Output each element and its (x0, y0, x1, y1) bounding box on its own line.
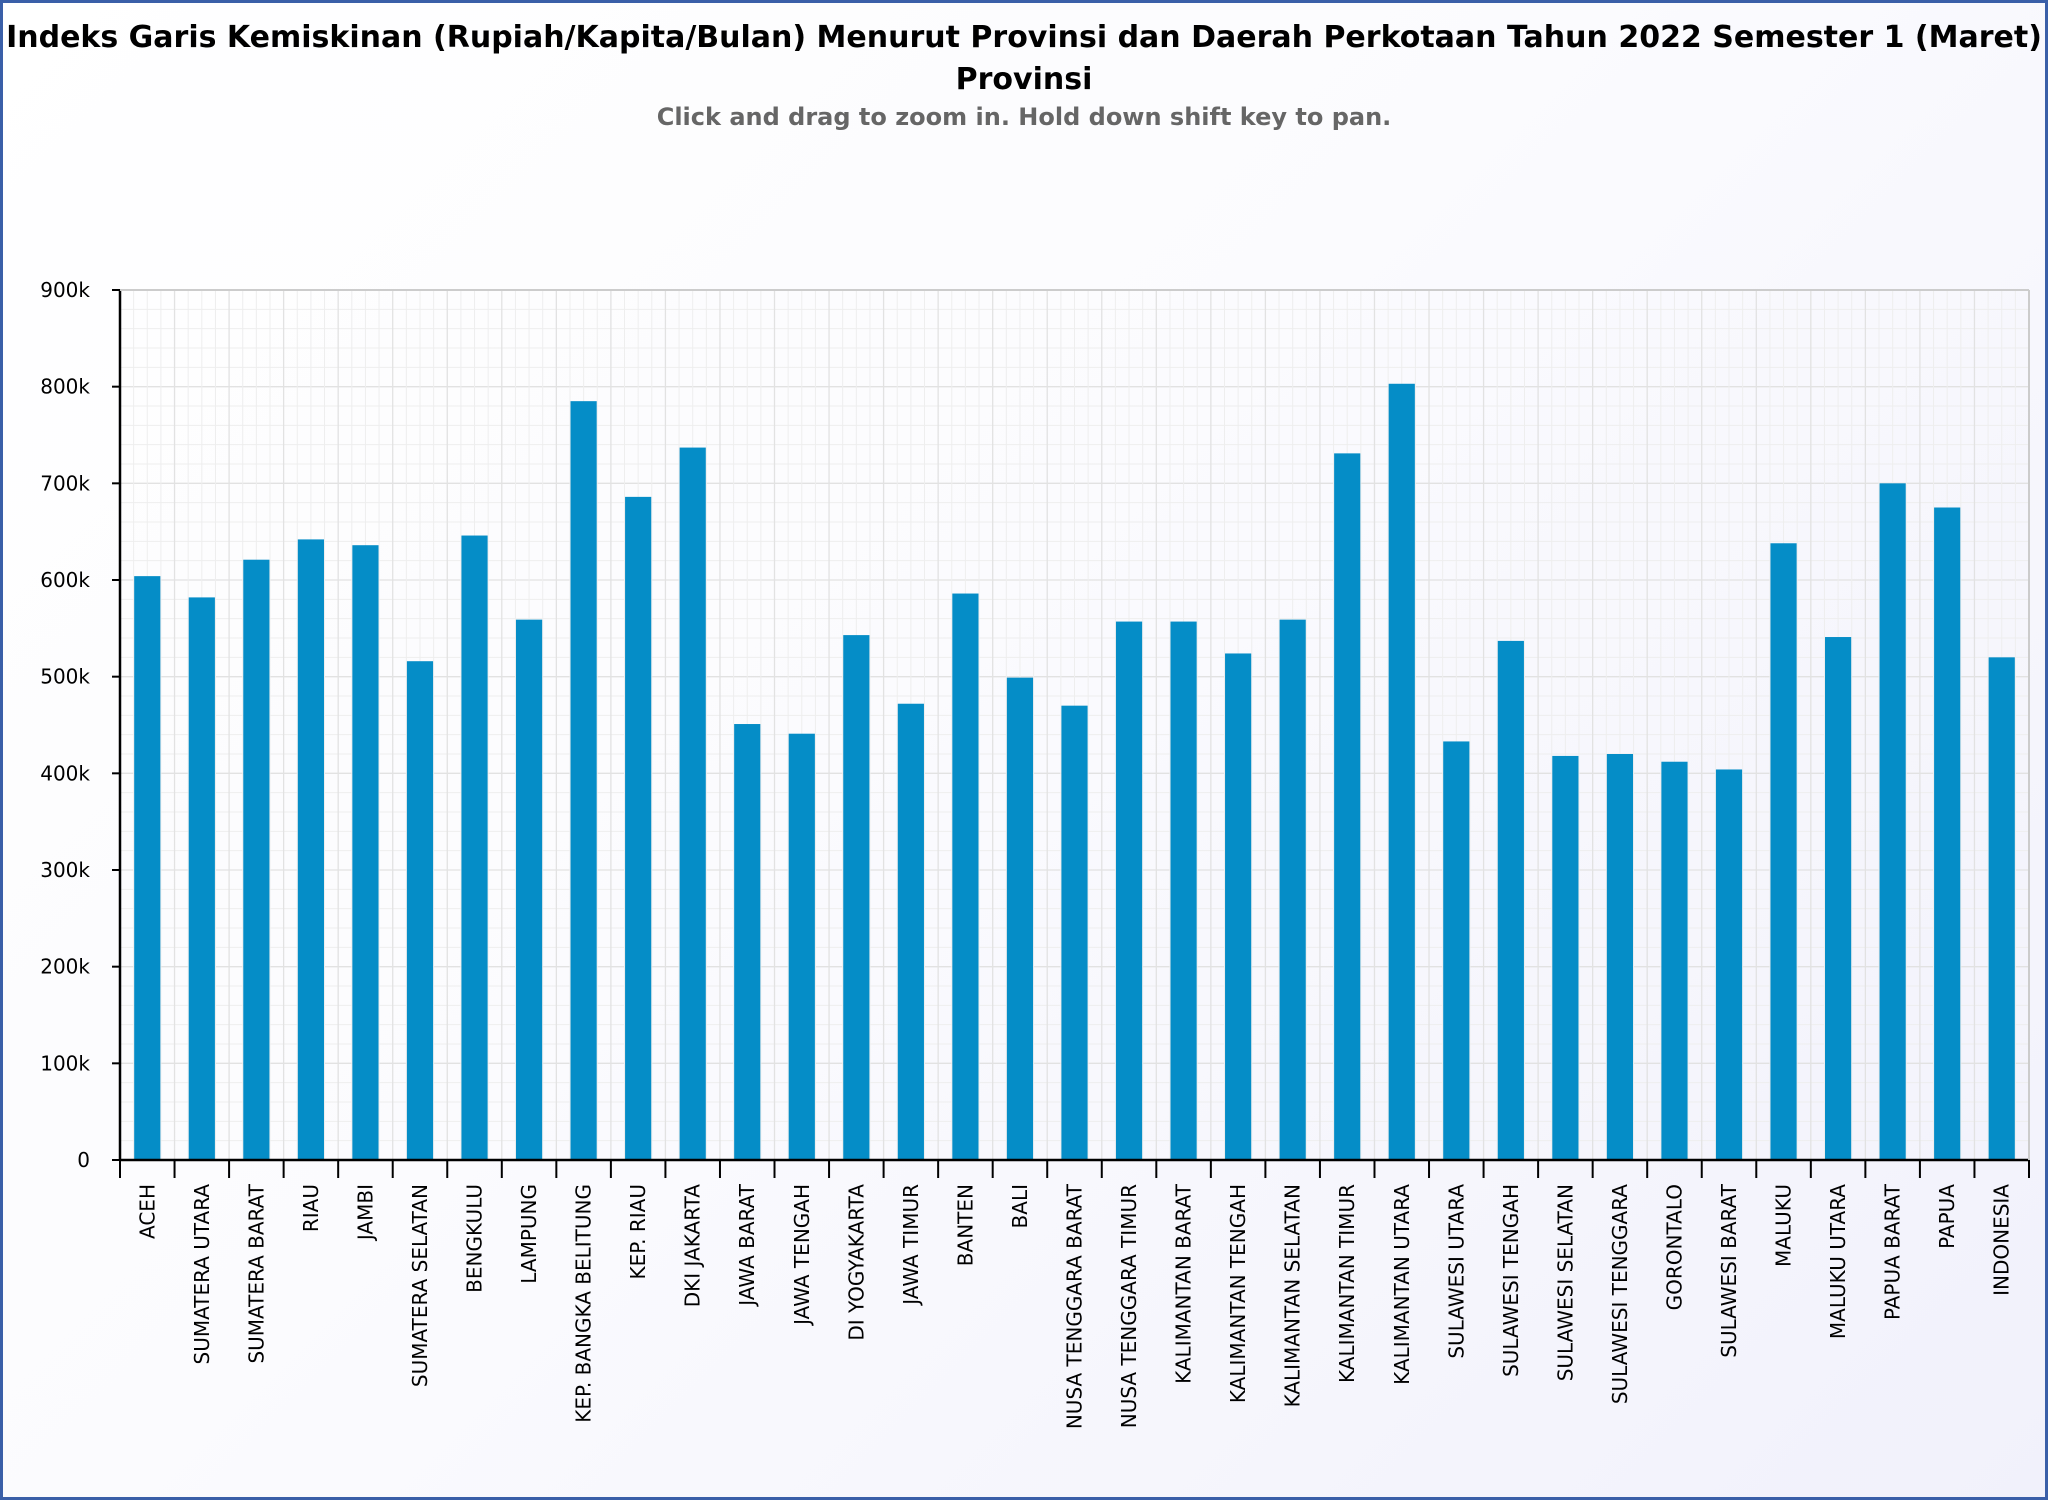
y-tick-label: 500k (40, 665, 90, 689)
x-tick-label: KALIMANTAN TIMUR (1335, 1184, 1359, 1383)
x-tick-label: PAPUA BARAT (1881, 1183, 1905, 1320)
x-tick-label: MALUKU UTARA (1826, 1184, 1850, 1339)
bar-indonesia[interactable] (1988, 657, 2015, 1160)
y-tick-label: 300k (40, 858, 90, 882)
bar-jawa-timur[interactable] (897, 703, 924, 1160)
x-tick-label: BENGKULU (463, 1184, 487, 1293)
x-tick-label: KALIMANTAN TENGAH (1226, 1184, 1250, 1403)
x-tick-label: JAWA TIMUR (899, 1184, 923, 1307)
bar-sumatera-selatan[interactable] (406, 661, 434, 1160)
bar-kalimantan-barat[interactable] (1170, 621, 1197, 1160)
x-tick-label: SUMATERA BARAT (244, 1183, 268, 1363)
x-tick-label: JAMBI (353, 1184, 377, 1242)
x-tick-label: JAWA TENGAH (790, 1184, 814, 1327)
x-tick-label: SULAWESI BARAT (1717, 1183, 1741, 1358)
bar-maluku[interactable] (1770, 543, 1797, 1160)
x-tick-label: KALIMANTAN BARAT (1172, 1183, 1196, 1384)
y-tick-label: 400k (40, 761, 90, 785)
x-tick-label: ACEH (135, 1184, 159, 1239)
axes (112, 289, 2030, 1178)
bar-riau[interactable] (297, 539, 324, 1160)
bar-sumatera-barat[interactable] (243, 559, 270, 1160)
bar-di-yogyakarta[interactable] (843, 635, 870, 1160)
y-tick-label: 600k (40, 568, 90, 592)
chart-title: Indeks Garis Kemiskinan (Rupiah/Kapita/B… (6, 20, 2042, 55)
x-tick-label: LAMPUNG (517, 1184, 541, 1284)
bar-kep-bangka-belitung[interactable] (570, 401, 597, 1161)
x-tick-label: NUSA TENGGARA BARAT (1063, 1183, 1087, 1429)
chart-title-line-2: Provinsi (955, 62, 1093, 97)
y-tick-label: 100k (40, 1051, 90, 1075)
bar-maluku-utara[interactable] (1825, 637, 1852, 1160)
y-tick-label: 700k (40, 471, 90, 495)
bar-sulawesi-barat[interactable] (1715, 769, 1743, 1160)
x-tick-label: DKI JAKARTA (681, 1184, 705, 1308)
x-tick-label: PAPUA (1935, 1184, 1959, 1249)
x-tick-label: SULAWESI TENGAH (1499, 1184, 1523, 1377)
bar-kalimantan-selatan[interactable] (1279, 619, 1306, 1160)
bar-jambi[interactable] (352, 545, 379, 1160)
bar-bali[interactable] (1006, 677, 1034, 1160)
y-tick-label: 0 (77, 1148, 90, 1172)
bar-papua[interactable] (1934, 507, 1961, 1161)
x-tick-label: RIAU (299, 1184, 323, 1232)
bar-sulawesi-selatan[interactable] (1552, 755, 1579, 1160)
bars (134, 383, 2015, 1161)
bar-dki-jakarta[interactable] (679, 447, 706, 1161)
x-tick-label: KEP. BANGKA BELITUNG (572, 1184, 596, 1423)
x-tick-label: NUSA TENGGARA TIMUR (1117, 1184, 1141, 1428)
bar-kalimantan-tengah[interactable] (1225, 653, 1252, 1160)
x-tick-label: KEP. RIAU (626, 1184, 650, 1280)
bar-jawa-tengah[interactable] (788, 733, 815, 1160)
bar-jawa-barat[interactable] (734, 724, 761, 1160)
bar-gorontalo[interactable] (1661, 761, 1688, 1160)
bar-chart[interactable]: 0 100k 200k 300k 400k 500k 600k 700k 800k 900k AC… (3, 3, 2045, 1497)
chart-subtitle: Click and drag to zoom in. Hold down shi… (656, 103, 1392, 131)
chart-title-block: Indeks Garis Kemiskinan (Rupiah/Kapita/B… (3, 17, 2045, 131)
x-tick-label: JAWA BARAT (735, 1183, 759, 1307)
y-axis-tick-labels: 0 100k 200k 300k 400k 500k 600k 700k 800k 900k (40, 278, 90, 1172)
x-tick-label: GORONTALO (1662, 1184, 1686, 1310)
x-tick-label: KALIMANTAN SELATAN (1281, 1184, 1305, 1407)
x-tick-label: INDONESIA (1990, 1184, 2014, 1296)
bar-sulawesi-utara[interactable] (1443, 741, 1470, 1160)
bar-lampung[interactable] (515, 619, 543, 1160)
bar-papua-barat[interactable] (1879, 483, 1906, 1160)
x-tick-label: SULAWESI UTARA (1444, 1184, 1468, 1359)
bar-nusa-tenggara-barat[interactable] (1061, 705, 1088, 1160)
bar-sulawesi-tenggara[interactable] (1606, 754, 1634, 1160)
x-tick-label: SUMATERA SELATAN (408, 1184, 432, 1387)
x-tick-label: BANTEN (953, 1184, 977, 1266)
bar-kalimantan-utara[interactable] (1388, 383, 1415, 1160)
y-tick-label: 800k (40, 375, 90, 399)
bar-sulawesi-tengah[interactable] (1497, 640, 1524, 1160)
x-tick-label: DI YOGYAKARTA (844, 1184, 868, 1341)
x-axis-tick-labels: ACEH SUMATERA UTARA SUMATERA BARAT RIAU JAMB… (135, 1183, 2013, 1429)
y-tick-label: 900k (40, 278, 90, 302)
bar-banten[interactable] (952, 593, 979, 1160)
x-tick-label: KALIMANTAN UTARA (1390, 1184, 1414, 1385)
x-tick-label: SUMATERA UTARA (190, 1184, 214, 1365)
bar-bengkulu[interactable] (461, 535, 488, 1160)
x-tick-label: SULAWESI TENGGARA (1608, 1184, 1632, 1404)
y-tick-label: 200k (40, 955, 90, 979)
bar-nusa-tenggara-timur[interactable] (1115, 621, 1143, 1160)
x-tick-label: BALI (1008, 1184, 1032, 1228)
x-tick-label: MALUKU (1772, 1184, 1796, 1267)
bar-sumatera-utara[interactable] (188, 597, 215, 1160)
bar-kep-riau[interactable] (625, 496, 652, 1160)
bar-kalimantan-timur[interactable] (1334, 453, 1361, 1160)
bar-aceh[interactable] (134, 576, 161, 1160)
x-tick-label: SULAWESI SELATAN (1553, 1184, 1577, 1381)
